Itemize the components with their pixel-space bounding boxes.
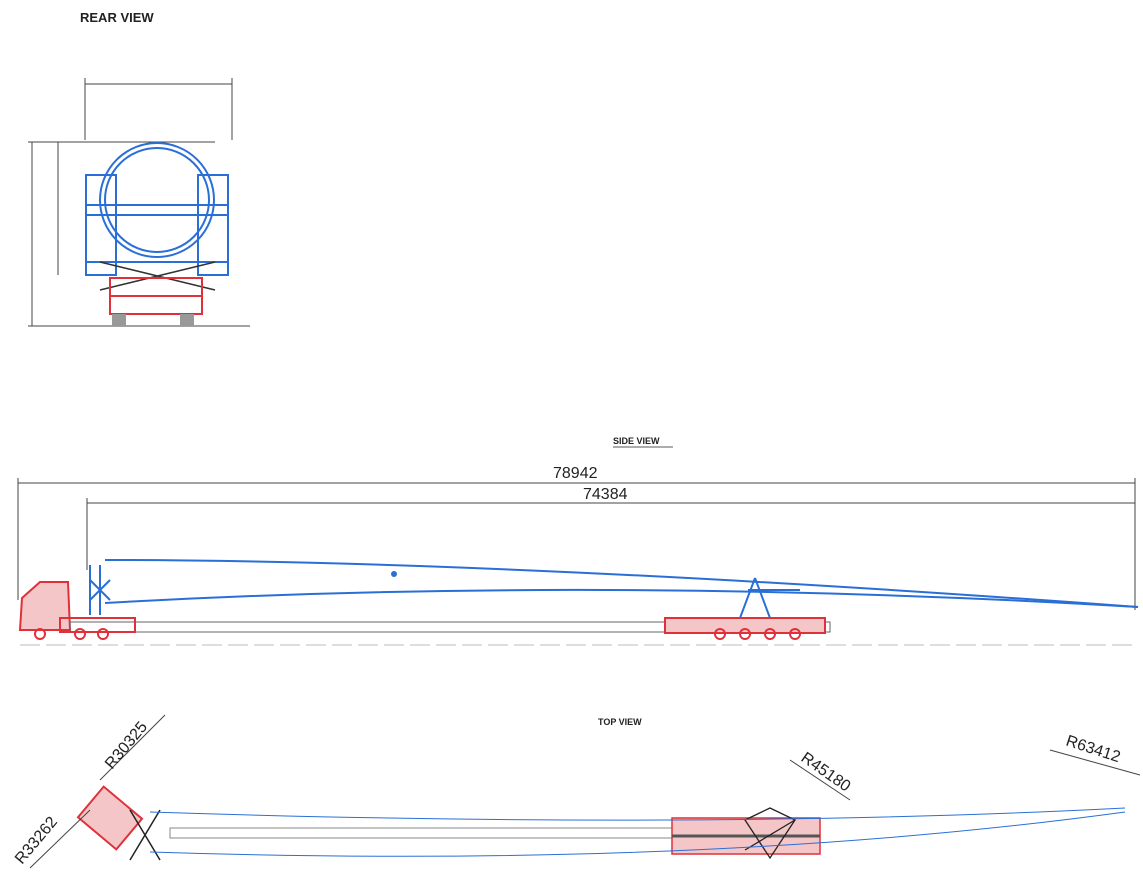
radius-label: R63412 <box>1064 733 1123 767</box>
rear-view-title: REAR VIEW <box>80 10 154 25</box>
top-view <box>29 714 1141 869</box>
radius-label: R33262 <box>12 814 61 868</box>
overall-length: 78942 <box>553 465 598 482</box>
side-view <box>17 478 1139 646</box>
radius-label: R45180 <box>798 749 854 795</box>
rear-view <box>28 78 250 327</box>
radius-label: R30325 <box>102 719 151 773</box>
top-view-title: TOP VIEW <box>598 717 642 727</box>
blade-length: 74384 <box>583 486 628 503</box>
side-view-title: SIDE VIEW <box>613 436 660 446</box>
